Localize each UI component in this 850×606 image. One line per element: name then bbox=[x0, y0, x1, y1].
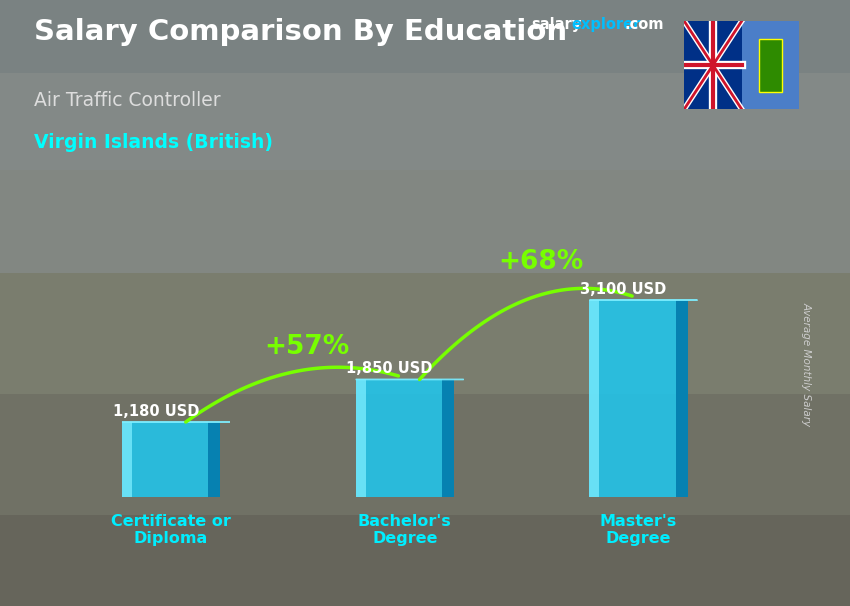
Bar bbox=[684, 21, 741, 109]
Text: salary: salary bbox=[531, 17, 581, 32]
Bar bbox=[122, 422, 132, 497]
Text: explorer: explorer bbox=[571, 17, 641, 32]
Text: 1,180 USD: 1,180 USD bbox=[112, 404, 199, 419]
Bar bbox=[442, 379, 454, 497]
Bar bbox=[208, 422, 220, 497]
Bar bbox=[355, 379, 366, 497]
Text: 3,100 USD: 3,100 USD bbox=[580, 282, 666, 296]
Text: +68%: +68% bbox=[498, 249, 583, 275]
Bar bbox=[355, 379, 454, 497]
Bar bbox=[741, 21, 799, 109]
Text: Virgin Islands (British): Virgin Islands (British) bbox=[34, 133, 273, 152]
Bar bbox=[590, 300, 599, 497]
Bar bbox=[676, 300, 688, 497]
Text: Air Traffic Controller: Air Traffic Controller bbox=[34, 91, 221, 110]
Bar bbox=[122, 422, 220, 497]
Text: .com: .com bbox=[625, 17, 664, 32]
Text: Salary Comparison By Education: Salary Comparison By Education bbox=[34, 18, 567, 46]
Text: +57%: +57% bbox=[264, 334, 349, 360]
Text: Average Monthly Salary: Average Monthly Salary bbox=[802, 302, 812, 425]
Bar bbox=[759, 39, 782, 92]
Text: 1,850 USD: 1,850 USD bbox=[347, 361, 433, 376]
Bar bbox=[590, 300, 688, 497]
